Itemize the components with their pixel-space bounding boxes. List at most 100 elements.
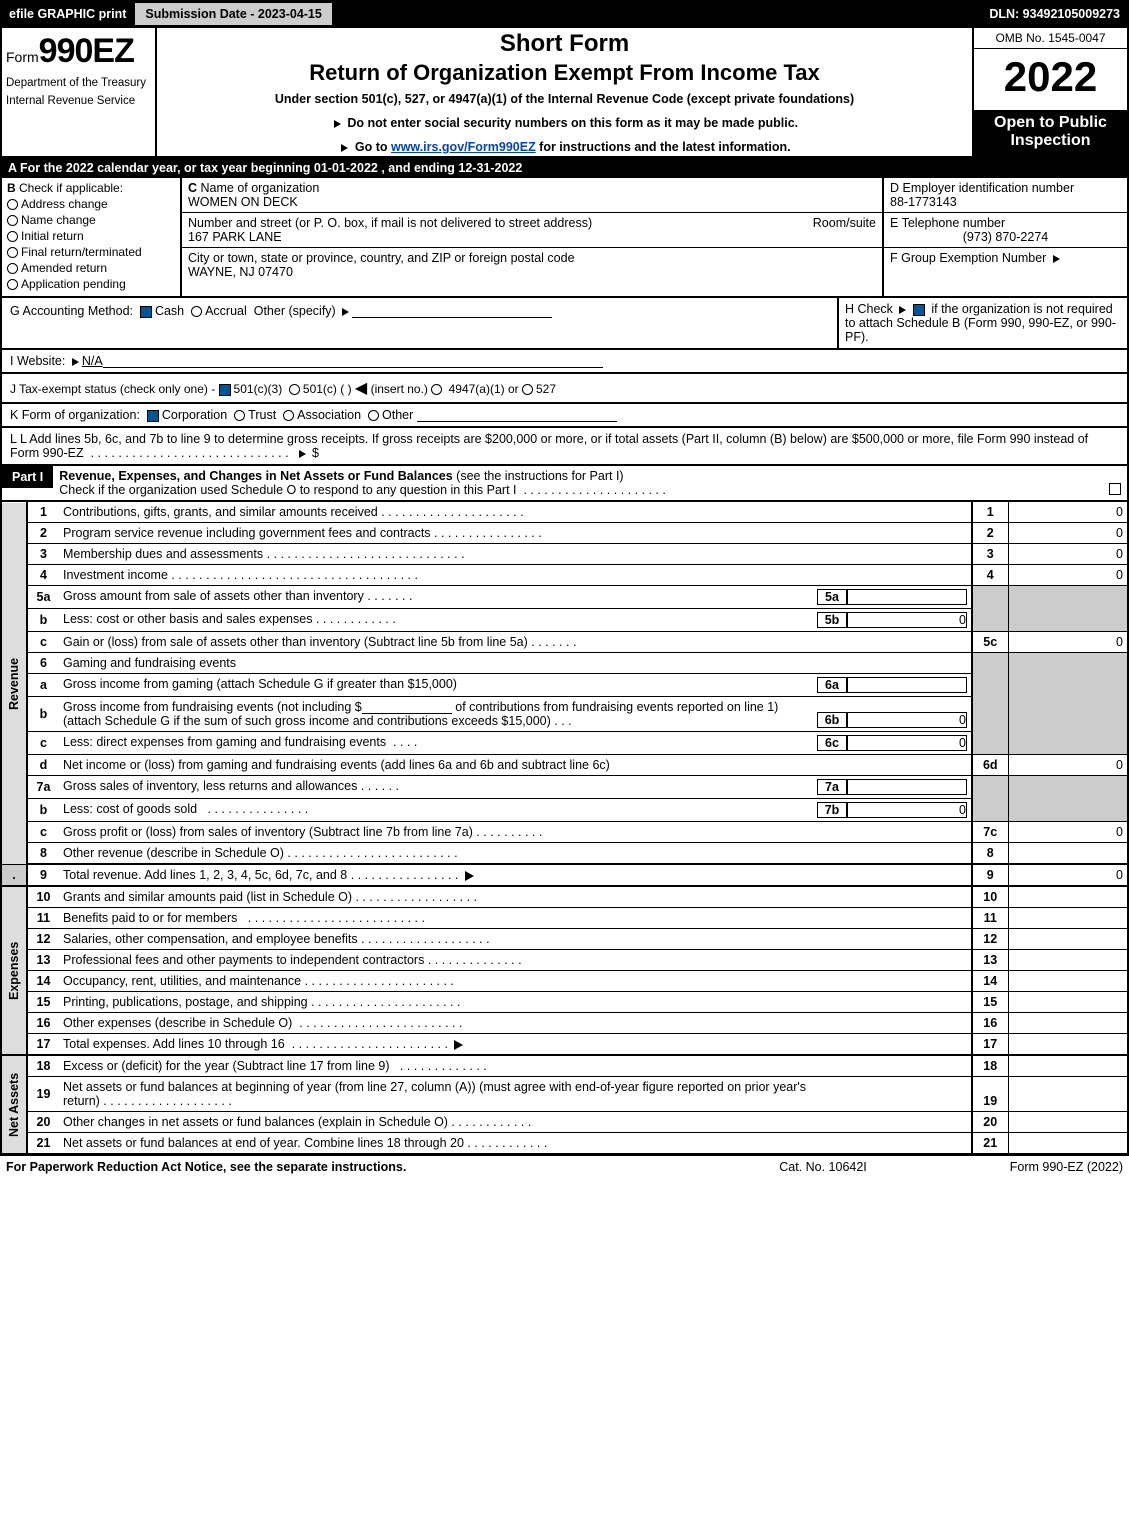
line-5c: cGain or (loss) from sale of assets othe… — [1, 632, 1128, 653]
chk-schedule-b[interactable] — [913, 304, 925, 316]
line-2: 2Program service revenue including gover… — [1, 523, 1128, 544]
form-number: 990EZ — [39, 32, 134, 70]
h-schedule-b: H Check if the organization is not requi… — [837, 298, 1127, 348]
bullet-icon — [334, 120, 341, 128]
e-tel: (973) 870-2274 — [890, 230, 1121, 244]
other-input[interactable] — [417, 408, 617, 422]
side-net-assets: Net Assets — [1, 1055, 27, 1154]
line-5b: b Less: cost or other basis and sales ex… — [1, 609, 1128, 632]
bullet-icon — [341, 144, 348, 152]
k-form-org: K Form of organization: Corporation Trus… — [0, 404, 1129, 428]
addr-label: Number and street (or P. O. box, if mail… — [188, 216, 592, 230]
under-section: Under section 501(c), 527, or 4947(a)(1)… — [163, 92, 966, 106]
chk-name-change[interactable]: Name change — [7, 213, 175, 227]
page-footer: For Paperwork Reduction Act Notice, see … — [0, 1155, 1129, 1178]
part1-table: Revenue 1 Contributions, gifts, grants, … — [0, 502, 1129, 1155]
chk-address-change[interactable]: Address change — [7, 197, 175, 211]
cat-no: Cat. No. 10642I — [723, 1160, 923, 1174]
chk-527[interactable] — [522, 384, 533, 395]
col-def: D Employer identification number88-17731… — [882, 178, 1127, 296]
lbl-501c3: 501(c)(3) — [234, 382, 283, 396]
tax-year: 2022 — [974, 49, 1127, 110]
j-checkonly: (check only one) - — [120, 382, 219, 396]
other-specify-input[interactable] — [352, 304, 552, 318]
efile-print-label[interactable]: efile GRAPHIC print — [1, 3, 134, 25]
form-header: Form990EZ Department of the Treasury Int… — [0, 28, 1129, 158]
line-18: Net Assets 18Excess or (deficit) for the… — [1, 1055, 1128, 1077]
col-b-check: B Check if applicable: Address change Na… — [2, 178, 182, 296]
c-label: C — [188, 181, 197, 195]
line-1: Revenue 1 Contributions, gifts, grants, … — [1, 502, 1128, 523]
col-c-org: C Name of organization WOMEN ON DECK Num… — [182, 178, 882, 296]
chk-trust[interactable] — [234, 410, 245, 421]
line-16: 16Other expenses (describe in Schedule O… — [1, 1013, 1128, 1034]
chk-amended-return[interactable]: Amended return — [7, 261, 175, 275]
g-label: G Accounting Method: — [10, 304, 133, 318]
chk-assoc[interactable] — [283, 410, 294, 421]
lbl-4947: 4947(a)(1) or — [445, 382, 522, 396]
part1-header: Part I Revenue, Expenses, and Changes in… — [0, 466, 1129, 502]
h-mid: if the organization is — [928, 302, 1046, 316]
other-label: Other (specify) — [254, 304, 339, 318]
chk-initial-return[interactable]: Initial return — [7, 229, 175, 243]
chk-final-return[interactable]: Final return/terminated — [7, 245, 175, 259]
l-dollar: $ — [309, 446, 319, 460]
open-to-public: Open to Public Inspection — [974, 110, 1127, 156]
lbl-527: 527 — [536, 382, 556, 396]
line-5a: 5a Gross amount from sale of assets othe… — [1, 586, 1128, 609]
line-12: 12Salaries, other compensation, and empl… — [1, 929, 1128, 950]
line-10: Expenses 10Grants and similar amounts pa… — [1, 886, 1128, 908]
line-4: 4Investment income . . . . . . . . . . .… — [1, 565, 1128, 586]
omb-number: OMB No. 1545-0047 — [974, 28, 1127, 49]
irs-label: Internal Revenue Service — [6, 95, 151, 107]
chk-corporation[interactable] — [147, 410, 159, 422]
goto-suffix: for instructions and the latest informat… — [536, 140, 791, 154]
arrow-icon — [1053, 255, 1060, 263]
chk-4947[interactable] — [431, 384, 442, 395]
chk-501c3[interactable] — [219, 384, 231, 396]
chk-schedule-o[interactable] — [1109, 483, 1121, 495]
header-center: Short Form Return of Organization Exempt… — [157, 28, 972, 156]
line-6c: c Less: direct expenses from gaming and … — [1, 732, 1128, 755]
chk-application-pending[interactable]: Application pending — [7, 277, 175, 291]
chk-other[interactable] — [368, 410, 379, 421]
org-address: 167 PARK LANE — [188, 230, 282, 244]
i-website-row: I Website: N/A — [0, 350, 1129, 374]
arrow-icon — [72, 358, 79, 366]
j-label: J Tax-exempt status — [10, 382, 120, 396]
irs-link[interactable]: www.irs.gov/Form990EZ — [391, 140, 536, 154]
lbl-corp: Corporation — [162, 408, 227, 422]
lbl-assoc: Association — [297, 408, 361, 422]
f-group-label: F Group Exemption Number — [890, 251, 1050, 265]
h-not: not — [1046, 302, 1063, 316]
line-17: 17Total expenses. Add lines 10 through 1… — [1, 1034, 1128, 1056]
line-19: 19Net assets or fund balances at beginni… — [1, 1077, 1128, 1112]
e-tel-label: E Telephone number — [890, 216, 1005, 230]
form-prefix: Form — [6, 49, 39, 65]
part1-title: Revenue, Expenses, and Changes in Net As… — [59, 469, 456, 483]
part1-title-suf: (see the instructions for Part I) — [456, 469, 623, 483]
chk-501c[interactable] — [289, 384, 300, 395]
paperwork-notice: For Paperwork Reduction Act Notice, see … — [6, 1160, 723, 1174]
line-6a: a Gross income from gaming (attach Sched… — [1, 674, 1128, 697]
website-input[interactable] — [103, 354, 603, 368]
chk-accrual[interactable] — [191, 306, 202, 317]
line-14: 14Occupancy, rent, utilities, and mainte… — [1, 971, 1128, 992]
line-7b: b Less: cost of goods sold . . . . . . .… — [1, 799, 1128, 822]
chk-cash[interactable] — [140, 306, 152, 318]
top-bar: efile GRAPHIC print Submission Date - 20… — [0, 0, 1129, 28]
arrow-icon — [899, 306, 906, 314]
form-ref: Form 990-EZ (2022) — [923, 1160, 1123, 1174]
fundraising-amount-input[interactable] — [362, 700, 452, 714]
lbl-501c: 501(c) ( ) — [303, 382, 355, 396]
l-gross-receipts: L L Add lines 5b, 6c, and 7b to line 9 t… — [0, 428, 1129, 466]
line-13: 13Professional fees and other payments t… — [1, 950, 1128, 971]
org-city: WAYNE, NJ 07470 — [188, 265, 293, 279]
gh-row: G Accounting Method: Cash Accrual Other … — [0, 298, 1129, 350]
h-prefix: H Check — [845, 302, 896, 316]
lbl-trust: Trust — [248, 408, 276, 422]
side-revenue: Revenue — [1, 502, 27, 864]
part1-check-o: Check if the organization used Schedule … — [59, 483, 516, 497]
room-suite-label: Room/suite — [813, 216, 876, 230]
part1-tab: Part I — [2, 466, 53, 488]
